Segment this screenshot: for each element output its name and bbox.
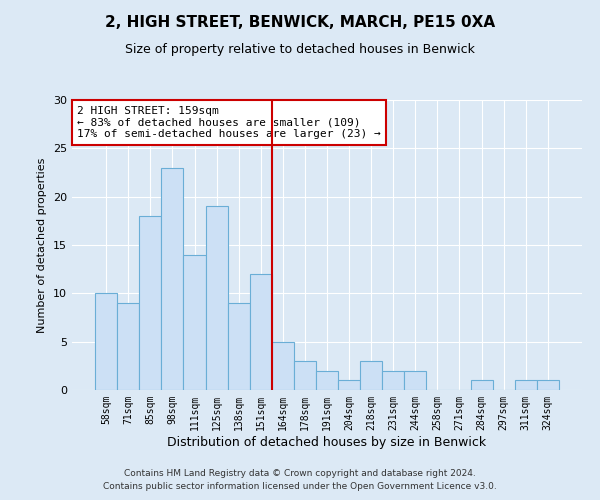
- Bar: [515, 380, 537, 390]
- X-axis label: Distribution of detached houses by size in Benwick: Distribution of detached houses by size …: [167, 436, 487, 448]
- Bar: [95, 294, 117, 390]
- Bar: [537, 380, 559, 390]
- Text: 2 HIGH STREET: 159sqm
← 83% of detached houses are smaller (109)
17% of semi-det: 2 HIGH STREET: 159sqm ← 83% of detached …: [77, 106, 381, 139]
- Bar: [206, 206, 227, 390]
- Bar: [316, 370, 338, 390]
- Bar: [161, 168, 184, 390]
- Bar: [338, 380, 360, 390]
- Text: 2, HIGH STREET, BENWICK, MARCH, PE15 0XA: 2, HIGH STREET, BENWICK, MARCH, PE15 0XA: [105, 15, 495, 30]
- Bar: [250, 274, 272, 390]
- Bar: [360, 361, 382, 390]
- Bar: [227, 303, 250, 390]
- Bar: [139, 216, 161, 390]
- Y-axis label: Number of detached properties: Number of detached properties: [37, 158, 47, 332]
- Bar: [294, 361, 316, 390]
- Text: Size of property relative to detached houses in Benwick: Size of property relative to detached ho…: [125, 42, 475, 56]
- Bar: [117, 303, 139, 390]
- Bar: [272, 342, 294, 390]
- Text: Contains HM Land Registry data © Crown copyright and database right 2024.: Contains HM Land Registry data © Crown c…: [124, 468, 476, 477]
- Bar: [382, 370, 404, 390]
- Bar: [470, 380, 493, 390]
- Text: Contains public sector information licensed under the Open Government Licence v3: Contains public sector information licen…: [103, 482, 497, 491]
- Bar: [404, 370, 427, 390]
- Bar: [184, 254, 206, 390]
